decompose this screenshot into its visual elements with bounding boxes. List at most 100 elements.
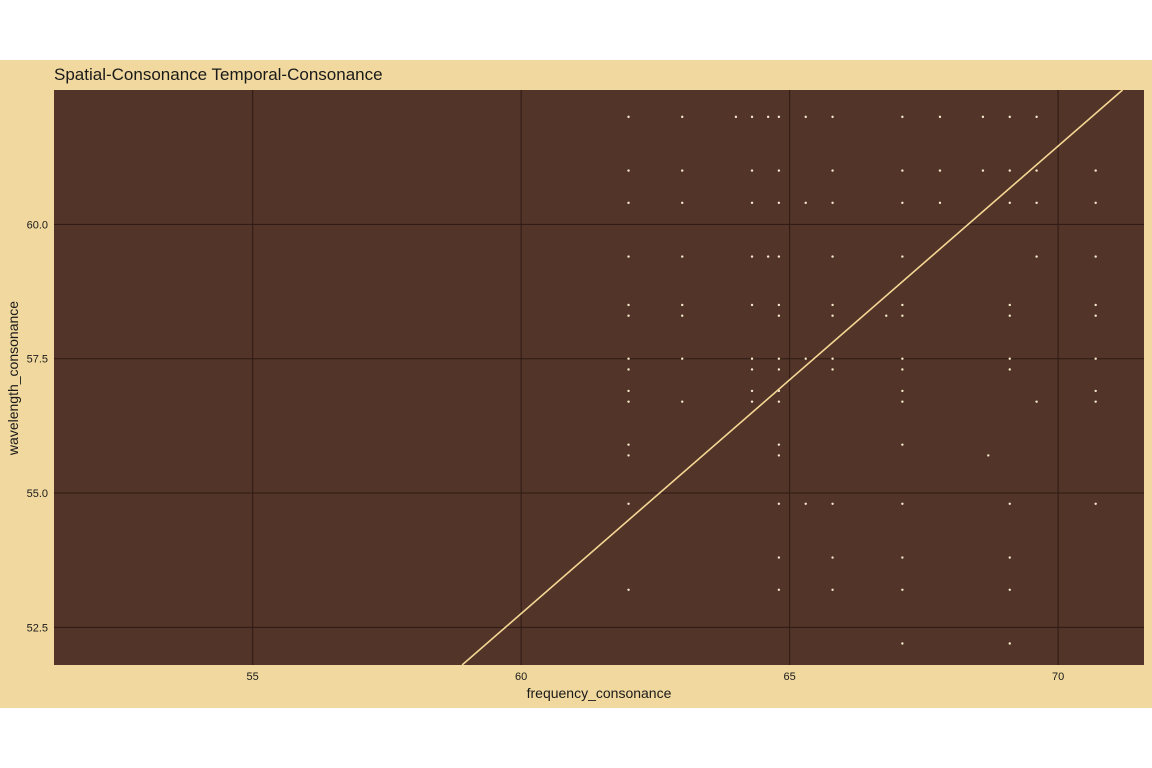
data-point	[750, 389, 754, 393]
data-point	[885, 314, 888, 317]
data-point	[831, 303, 834, 307]
data-point	[766, 115, 770, 119]
data-point	[1008, 556, 1011, 559]
data-point	[981, 169, 985, 172]
data-point	[901, 314, 904, 317]
data-point	[777, 556, 781, 559]
data-point	[804, 201, 807, 205]
data-point	[627, 303, 630, 307]
data-point	[777, 368, 781, 371]
data-point	[777, 303, 781, 307]
x-axis-ticks: 55 60 65 70	[247, 671, 1065, 683]
data-point	[1008, 115, 1011, 119]
data-point	[1008, 169, 1011, 172]
data-point	[766, 255, 770, 258]
data-point	[938, 115, 942, 119]
data-point	[681, 314, 684, 317]
data-point	[627, 400, 630, 403]
x-tick-label: 70	[1052, 671, 1064, 683]
data-point	[627, 454, 630, 457]
data-point	[1035, 400, 1038, 403]
data-point	[1035, 169, 1038, 172]
data-point	[681, 303, 684, 307]
data-point	[831, 357, 834, 360]
data-point	[1008, 314, 1011, 317]
data-point	[1094, 303, 1097, 307]
data-point	[627, 115, 630, 119]
data-point	[831, 588, 834, 591]
data-point	[681, 400, 684, 403]
data-point	[901, 588, 904, 591]
data-point	[901, 115, 904, 119]
data-point	[627, 357, 630, 360]
data-point	[681, 169, 684, 172]
data-point	[1008, 303, 1011, 307]
data-point	[681, 357, 684, 360]
y-tick-label: 57.5	[27, 354, 48, 366]
data-point	[1094, 357, 1097, 360]
data-point	[901, 389, 904, 393]
data-point	[831, 255, 834, 258]
data-point	[831, 201, 834, 205]
data-point	[681, 255, 684, 258]
data-point	[777, 502, 781, 505]
grid-lines	[54, 90, 1144, 665]
data-point	[901, 502, 904, 505]
data-point	[901, 357, 904, 360]
data-point	[901, 368, 904, 371]
x-tick-label: 60	[515, 671, 527, 683]
data-point	[831, 556, 834, 559]
data-point	[1094, 389, 1097, 393]
data-point	[1035, 255, 1038, 258]
data-point	[627, 368, 630, 371]
data-point	[831, 368, 834, 371]
data-point	[1094, 169, 1097, 172]
data-point	[627, 314, 630, 317]
data-point	[831, 314, 834, 317]
y-axis-ticks: 52.5 55.0 57.5 60.0	[27, 219, 48, 634]
data-point	[627, 443, 630, 446]
data-point	[1094, 201, 1097, 205]
data-point	[777, 169, 781, 172]
data-point	[831, 169, 834, 172]
data-point	[627, 169, 630, 172]
data-point	[750, 368, 754, 371]
data-point	[1008, 502, 1011, 505]
data-point	[681, 201, 684, 205]
data-point	[777, 588, 781, 591]
data-point	[777, 314, 781, 317]
y-tick-label: 52.5	[27, 622, 48, 634]
data-point	[750, 169, 754, 172]
data-point	[627, 389, 630, 393]
x-tick-label: 65	[783, 671, 795, 683]
data-point	[831, 502, 834, 505]
data-point	[627, 201, 630, 205]
fit-line	[461, 89, 1124, 666]
data-point	[804, 502, 807, 505]
data-point	[777, 400, 781, 403]
data-point	[901, 303, 904, 307]
data-point	[777, 201, 781, 205]
plot-panel	[54, 90, 1144, 665]
data-point	[777, 115, 781, 119]
data-point	[750, 303, 754, 307]
data-points	[627, 115, 1097, 645]
scatter-plot: Spatial-Consonance Temporal-Consonance 5…	[0, 60, 1152, 708]
x-tick-label: 55	[247, 671, 259, 683]
data-point	[901, 443, 904, 446]
data-point	[804, 115, 807, 119]
data-point	[1035, 201, 1038, 205]
data-point	[777, 255, 781, 258]
data-point	[901, 169, 904, 172]
chart-title: Spatial-Consonance Temporal-Consonance	[54, 65, 383, 84]
data-point	[1008, 357, 1011, 360]
data-point	[901, 201, 904, 205]
data-point	[1094, 255, 1097, 258]
x-axis-title: frequency_consonance	[527, 685, 672, 701]
data-point	[681, 115, 684, 119]
data-point	[981, 115, 985, 119]
data-point	[1094, 502, 1097, 505]
data-point	[938, 169, 942, 172]
y-tick-label: 60.0	[27, 219, 48, 231]
y-axis-title: wavelength_consonance	[5, 301, 21, 456]
